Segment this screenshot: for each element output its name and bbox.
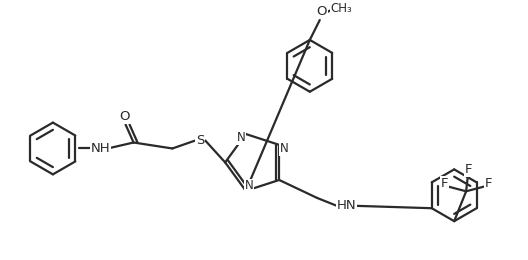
Text: F: F [464,163,472,176]
Text: CH₃: CH₃ [331,2,353,15]
Text: HN: HN [337,199,357,212]
Text: F: F [440,177,448,190]
Text: NH: NH [91,142,110,155]
Text: N: N [237,132,245,145]
Text: S: S [196,134,204,147]
Text: F: F [484,177,492,190]
Text: N: N [244,179,253,192]
Text: N: N [280,142,289,155]
Text: O: O [119,110,130,123]
Text: O: O [316,5,327,18]
